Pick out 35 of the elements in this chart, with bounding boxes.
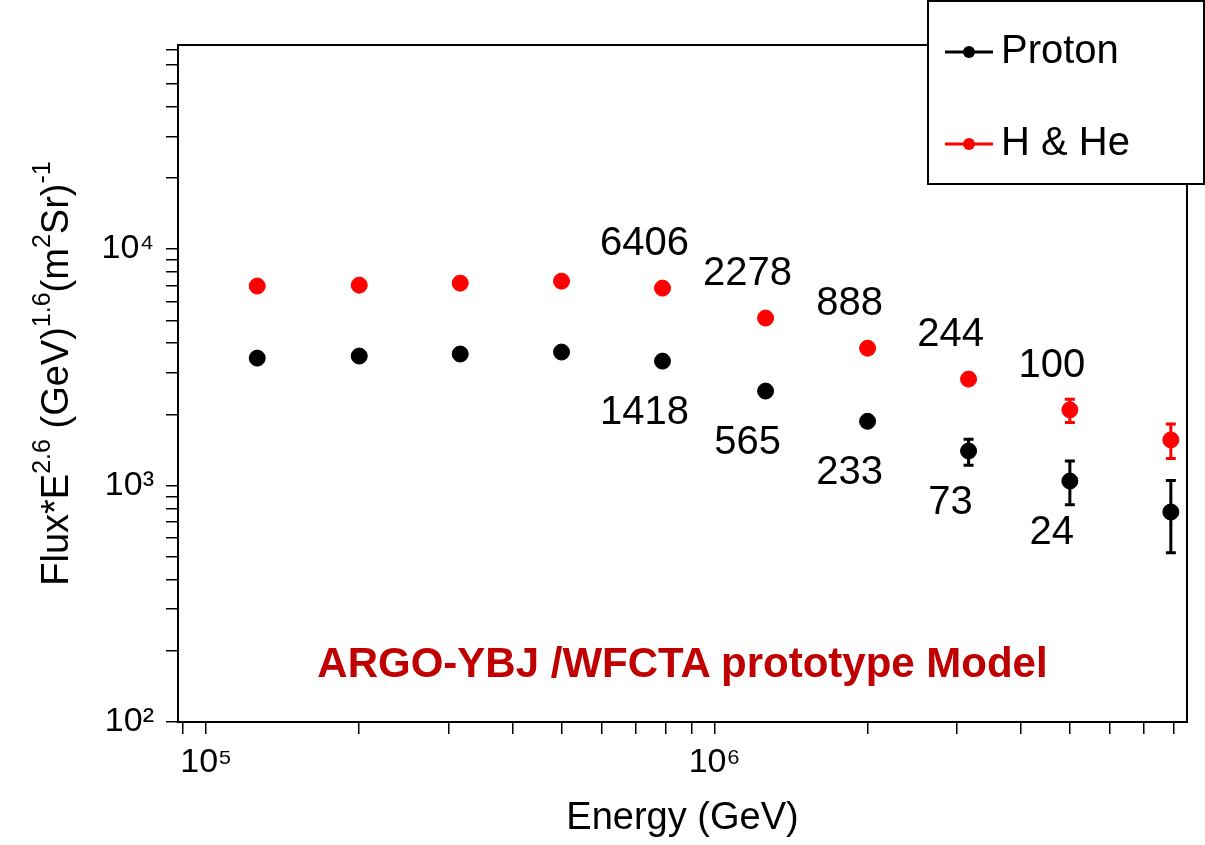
annotation: 888 [816,279,883,324]
x-axis-title: Energy (GeV) [566,794,799,837]
point [859,339,877,357]
point [859,412,877,430]
point [248,277,266,295]
y-tick-label: 10³ [104,463,154,502]
y-axis-title: Flux*E2.6 (GeV)1.6(m2Sr)-1 [26,161,77,586]
point [960,370,978,388]
point [350,276,368,294]
point [757,382,775,400]
annotation: 1418 [600,388,689,433]
point [248,349,266,367]
legend-label: H & He [1001,119,1130,164]
point [553,272,571,290]
annotation: 233 [816,448,883,493]
point [451,274,469,292]
annotation: 244 [917,310,984,355]
legend-label: Proton [1001,27,1119,72]
annotation: 6406 [600,219,689,264]
point [451,345,469,363]
y-tick-label: 10⁴ [101,227,154,266]
annotation: ARGO-YBJ /WFCTA prototype Model [317,638,1048,686]
annotation: 100 [1018,340,1086,385]
x-tick-label: 10⁵ [180,740,233,779]
point [553,343,571,361]
annotation: 24 [1029,508,1075,553]
point [757,309,775,327]
point [654,279,672,297]
annotation: 73 [928,478,973,523]
point [350,347,368,365]
x-tick-label: 10⁶ [688,740,741,779]
point [654,352,672,370]
y-tick-label: 10² [104,700,154,739]
annotation: 2278 [703,249,793,294]
annotation: 565 [714,418,781,463]
